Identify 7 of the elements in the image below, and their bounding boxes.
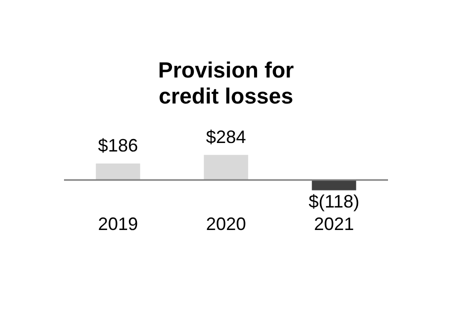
data-label: $186 (98, 135, 138, 156)
data-label: $(118) (308, 191, 360, 212)
x-tick-label: 2020 (206, 214, 246, 234)
data-label: $284 (206, 126, 246, 147)
x-tick-label: 2019 (98, 214, 138, 234)
chart-title: Provision for credit losses (158, 57, 294, 109)
x-tick-label: 2021 (314, 214, 354, 234)
